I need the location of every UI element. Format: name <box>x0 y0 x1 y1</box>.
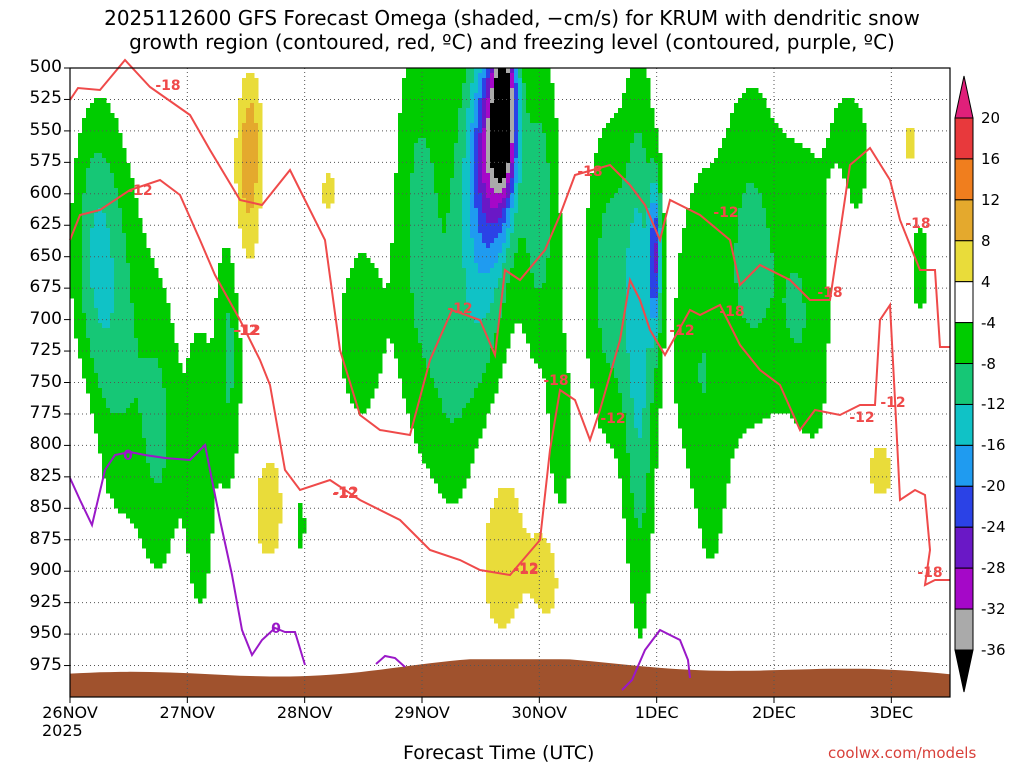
colorbar-label: 20 <box>981 109 1001 127</box>
x-tick-label: 1DEC <box>634 703 679 722</box>
dgz-contour-minus12 <box>69 178 950 587</box>
terrain-surface <box>70 659 950 697</box>
dgz-contour-label: -18 <box>719 304 744 320</box>
colorbar-bin <box>954 567 974 610</box>
y-tick-label: 700 <box>29 308 62 329</box>
y-tick-label: 675 <box>29 277 62 298</box>
dgz-contour-label: -12 <box>513 562 538 578</box>
y-tick-label: 525 <box>29 88 62 109</box>
dgz-contour-label: -12 <box>880 395 905 411</box>
x-tick-label: 3DEC <box>869 703 914 722</box>
dgz-contour-label: -18 <box>917 565 942 581</box>
dgz-contour-minus18 <box>69 58 950 437</box>
colorbar-label: -4 <box>981 313 996 332</box>
dgz-contour-label: -12 <box>600 411 625 427</box>
dgz-contour-label: -18 <box>155 78 180 94</box>
dgz-contour-label: -12 <box>849 410 874 426</box>
colorbar-bin <box>954 403 974 446</box>
colorbar-label: -20 <box>981 477 1006 496</box>
x-tick-label: 30NOV <box>511 703 568 722</box>
y-tick-label: 600 <box>29 182 62 203</box>
x-tick-label: 27NOV <box>159 703 216 722</box>
colorbar-bin <box>954 444 974 487</box>
colorbar-bin <box>954 485 974 528</box>
dgz-contour-label: -12 <box>127 183 152 199</box>
y-tick-label: 500 <box>29 57 62 77</box>
colorbar-bin <box>954 608 974 651</box>
y-tick-label: 825 <box>29 465 62 486</box>
chart-title: 2025112600 GFS Forecast Omega (shaded, −… <box>104 6 920 30</box>
colorbar-label: -24 <box>981 518 1006 537</box>
colorbar-bin <box>954 322 974 365</box>
colorbar-bin <box>954 117 974 160</box>
y-tick-label: 575 <box>29 151 62 172</box>
y-tick-label: 625 <box>29 214 62 235</box>
colorbar-label: 12 <box>981 190 1001 209</box>
colorbar-bin <box>954 158 974 201</box>
colorbar-bin <box>954 363 974 405</box>
x-tick-label: 28NOV <box>276 703 333 722</box>
y-tick-label: 800 <box>29 434 62 455</box>
colorbar-bin <box>954 526 974 569</box>
y-tick-label: 950 <box>29 623 62 644</box>
credit-link[interactable]: coolwx.com/models <box>828 744 977 762</box>
dgz-contour-label: -18 <box>577 164 602 180</box>
freezing-level-contour <box>69 442 306 666</box>
y-tick-label: 875 <box>29 528 62 549</box>
colorbar-top-arrow <box>954 75 974 119</box>
y-tick-label: 550 <box>29 119 62 140</box>
dgz-contour-label: -12 <box>332 486 357 502</box>
y-tick-label: 850 <box>29 497 62 518</box>
y-tick-label: 975 <box>29 654 62 675</box>
colorbar-label: 8 <box>981 231 991 250</box>
y-tick-label: 750 <box>29 371 62 392</box>
colorbar-label: -36 <box>981 641 1006 659</box>
dgz-contour-label: -12 <box>233 323 258 339</box>
colorbar-label: 16 <box>981 149 1001 168</box>
x-tick-label: 26NOV <box>42 703 98 722</box>
y-tick-label: 775 <box>29 402 62 423</box>
colorbar-label: -16 <box>981 436 1006 455</box>
y-tick-label: 725 <box>29 340 62 361</box>
colorbar-bin <box>954 199 974 242</box>
x-year-label: 2025 <box>42 721 83 740</box>
freezing-level-label: 0 <box>271 621 281 637</box>
freezing-level-contour <box>375 654 406 668</box>
colorbar-label: -8 <box>981 354 996 373</box>
y-tick-label: 925 <box>29 591 62 612</box>
x-tick-label: 2DEC <box>752 703 796 722</box>
colorbar-label: 4 <box>981 272 991 291</box>
freezing-level-label: 0 <box>123 448 133 464</box>
colorbar-label: -28 <box>981 559 1006 578</box>
dgz-contour-label: -12 <box>447 301 472 317</box>
colorbar-label: -32 <box>981 600 1006 619</box>
freezing-level-contour <box>621 628 691 691</box>
dgz-contour-label: -12 <box>235 323 260 339</box>
colorbar-label: -12 <box>981 395 1006 414</box>
colorbar-bin <box>954 281 974 324</box>
dgz-contour-label: -12 <box>333 485 358 501</box>
chart-subtitle: growth region (contoured, red, ºC) and f… <box>129 30 895 54</box>
colorbar-bin <box>954 240 974 283</box>
plot-frame <box>69 67 951 698</box>
dgz-contour-label: -18 <box>817 285 842 301</box>
dgz-contour-label: -12 <box>713 205 738 221</box>
x-axis-title: Forecast Time (UTC) <box>403 742 595 764</box>
colorbar-bottom-arrow <box>954 649 974 693</box>
x-tick-label: 29NOV <box>394 703 450 722</box>
dgz-contour-label: -12 <box>513 561 538 577</box>
dgz-contour-label: -18 <box>543 373 568 389</box>
y-tick-label: 900 <box>29 560 62 581</box>
dgz-contour-label: -12 <box>669 323 694 339</box>
dgz-contour-label: -18 <box>905 216 930 232</box>
y-tick-label: 650 <box>29 245 62 266</box>
